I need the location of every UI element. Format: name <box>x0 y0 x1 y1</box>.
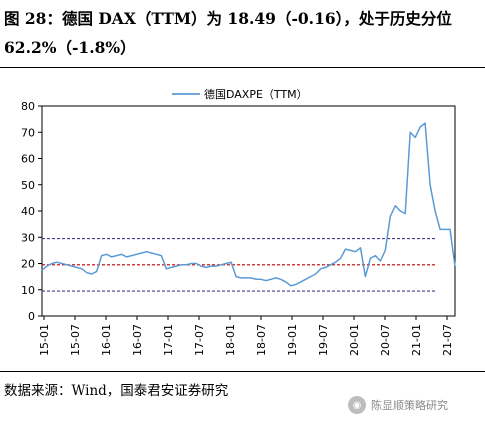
y-tick-label: 50 <box>21 179 35 192</box>
x-tick-label: 16-01 <box>100 324 113 356</box>
y-tick-label: 80 <box>21 100 35 113</box>
watermark-label: 陈显顺策略研究 <box>371 399 448 412</box>
x-tick-label: 21-01 <box>410 324 423 356</box>
x-tick-label: 20-01 <box>348 324 361 356</box>
y-tick-label: 0 <box>28 310 35 323</box>
x-tick-label: 21-07 <box>441 324 454 356</box>
x-tick-label: 17-01 <box>162 324 175 356</box>
x-tick-label: 19-07 <box>317 324 330 356</box>
top-rule <box>0 67 485 68</box>
wechat-icon: ◉ <box>348 396 366 414</box>
series-layer <box>41 122 456 287</box>
legend-label: 德国DAXPE（TTM） <box>204 87 308 101</box>
x-tick-label: 18-01 <box>224 324 237 356</box>
y-tick-label: 10 <box>21 284 35 297</box>
y-tick-label: 40 <box>21 205 35 218</box>
y-tick-label: 20 <box>21 258 35 271</box>
reference-lines <box>42 238 435 292</box>
x-tick-label: 16-07 <box>131 324 144 356</box>
series-line-daxpe <box>41 122 456 287</box>
figure-title: 图 28：德国 DAX（TTM）为 18.49（-0.16），处于历史分位 62… <box>4 9 452 57</box>
x-tick-label: 19-01 <box>286 324 299 356</box>
axes: 0 10 20 30 40 50 60 70 80 15-01 15-07 16-01 16-07 17-… <box>21 100 456 356</box>
x-tick-label: 17-07 <box>193 324 206 356</box>
y-tick-label: 70 <box>21 126 35 139</box>
source-note: 数据来源：Wind，国泰君安证券研究 <box>4 383 229 399</box>
x-tick-label: 15-01 <box>38 324 51 356</box>
watermark: ◉ 陈显顺策略研究 <box>348 396 448 414</box>
y-tick-label: 60 <box>21 153 35 166</box>
x-tick-label: 18-07 <box>255 324 268 356</box>
bottom-rule <box>0 371 485 372</box>
legend: 德国DAXPE（TTM） <box>172 87 308 101</box>
x-tick-label: 15-07 <box>69 324 82 356</box>
y-tick-label: 30 <box>21 231 35 244</box>
x-tick-label: 20-07 <box>379 324 392 356</box>
chart: 0 10 20 30 40 50 60 70 80 15-01 15-07 16-01 16-07 17-… <box>21 87 456 356</box>
